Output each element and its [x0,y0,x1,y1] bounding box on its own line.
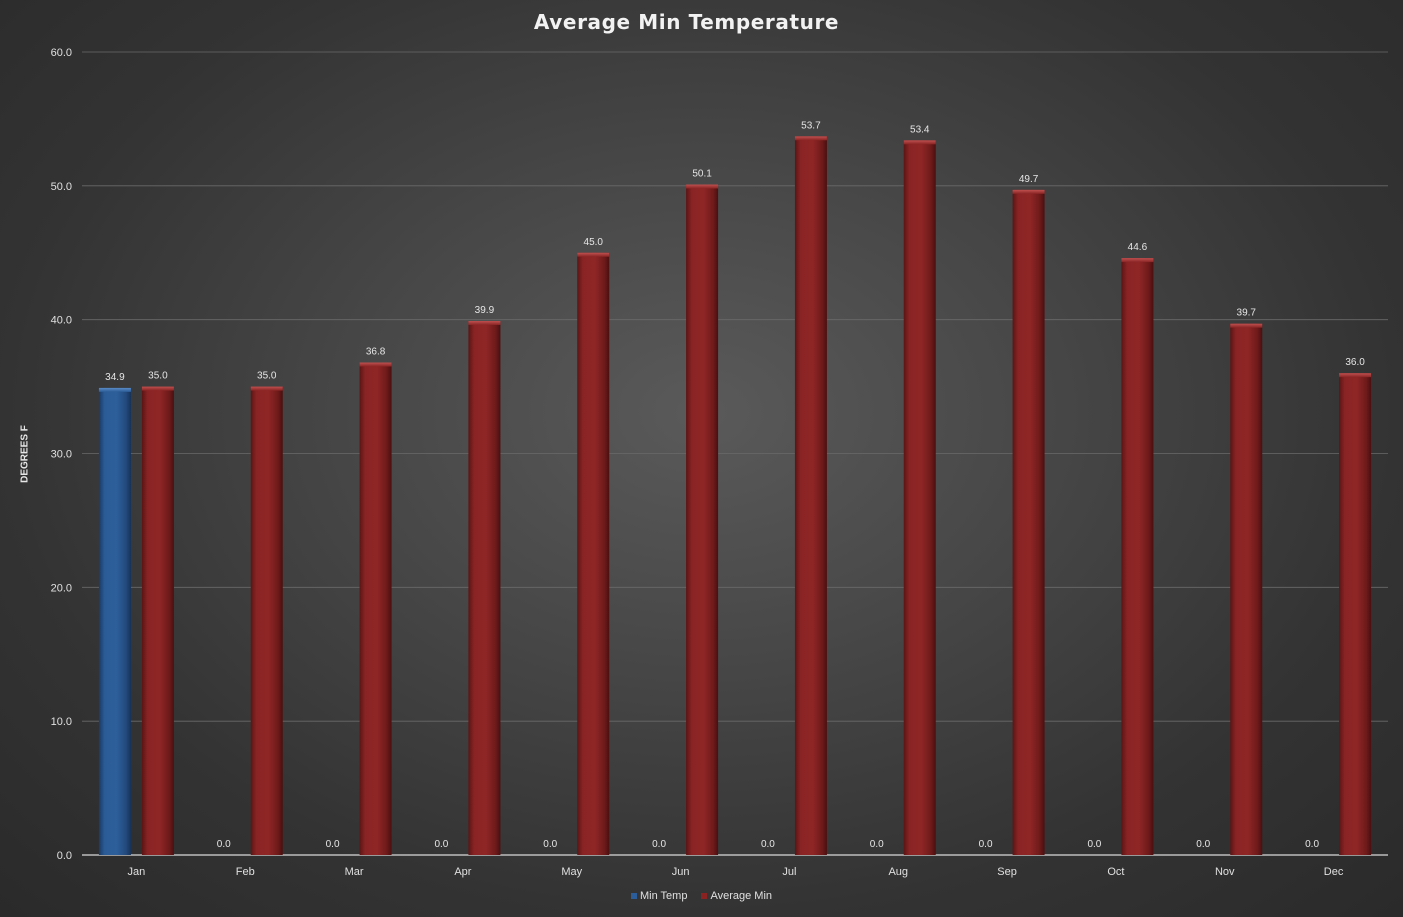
bar-average-min-nov [1230,323,1263,856]
data-label: 35.0 [148,371,168,382]
y-tick-label: 20.0 [51,582,72,594]
bar-average-min-feb [250,386,283,855]
bar-average-min-aug [903,140,936,855]
y-tick-label: 50.0 [51,181,72,193]
bar-min-temp-jan [98,387,131,855]
bar-top-bevel [468,321,501,326]
data-label: 44.6 [1128,242,1148,253]
data-label: 50.1 [692,168,712,179]
data-label: 0.0 [434,839,448,850]
bar-average-min-apr [468,321,501,855]
data-label: 0.0 [979,839,993,850]
x-tick-label: Jan [128,866,146,878]
x-tick-label: May [561,866,582,878]
legend-swatch-min-temp [630,893,637,899]
data-label: 45.0 [584,237,604,248]
y-tick-label: 40.0 [51,315,72,327]
bar-top-bevel [903,140,936,145]
data-label: 36.8 [366,346,386,357]
bar-top-bevel [686,184,719,189]
bar-average-min-oct [1121,258,1154,855]
data-label: 36.0 [1345,357,1365,368]
y-tick-label: 10.0 [51,716,72,728]
x-tick-label: Oct [1107,866,1124,878]
bar-top-bevel [1339,373,1372,378]
bar-top-bevel [359,362,392,367]
data-label: 49.7 [1019,174,1039,185]
data-label: 0.0 [326,839,340,850]
bar-top-bevel [98,387,131,392]
data-label: 0.0 [1087,839,1101,850]
data-label: 0.0 [870,839,884,850]
legend-item-average-min: Average Min [701,890,772,902]
chart-title: Average Min Temperature [533,10,840,34]
x-tick-label: Dec [1324,866,1344,878]
bar-top-bevel [794,136,827,141]
legend-label-average-min: Average Min [710,890,773,902]
data-label: 53.7 [801,120,821,131]
x-tick-label: Apr [454,866,471,878]
legend-label-min-temp: Min Temp [639,890,688,902]
data-label: 0.0 [217,839,231,850]
data-label: 0.0 [1196,839,1210,850]
bar-top-bevel [1230,323,1263,328]
data-label: 0.0 [761,839,775,850]
legend-item-min-temp: Min Temp [630,890,688,902]
bar-top-bevel [1121,258,1154,263]
data-label: 39.7 [1237,308,1257,319]
legend-swatch-average-min [701,893,708,899]
x-tick-label: Sep [997,866,1017,878]
bar-top-bevel [250,386,283,391]
x-tick-label: Nov [1215,866,1235,878]
bar-average-min-mar [359,362,392,855]
chart-legend: Min Temp Average Min [0,890,1403,902]
data-label: 0.0 [543,839,557,850]
data-label: 35.0 [257,371,277,382]
x-tick-label: Mar [345,866,364,878]
data-label: 0.0 [652,839,666,850]
data-label: 53.4 [910,124,930,135]
bar-top-bevel [141,386,174,391]
data-label: 34.9 [105,372,125,383]
bar-average-min-jul [794,136,827,855]
bar-top-bevel [1012,189,1045,194]
y-tick-label: 0.0 [57,850,72,862]
bar-average-min-sep [1012,189,1045,855]
y-tick-label: 30.0 [51,449,72,461]
bar-top-bevel [577,252,610,257]
x-tick-label: Aug [888,866,908,878]
x-tick-label: Feb [236,866,255,878]
x-tick-label: Jun [672,866,690,878]
x-tick-label: Jul [782,866,796,878]
data-label: 0.0 [1305,839,1319,850]
bar-average-min-dec [1339,373,1372,855]
data-label: 39.9 [475,305,495,316]
bar-average-min-jan [141,386,174,855]
bar-average-min-jun [686,184,719,855]
bar-average-min-may [577,252,610,855]
y-tick-label: 60.0 [51,47,72,59]
